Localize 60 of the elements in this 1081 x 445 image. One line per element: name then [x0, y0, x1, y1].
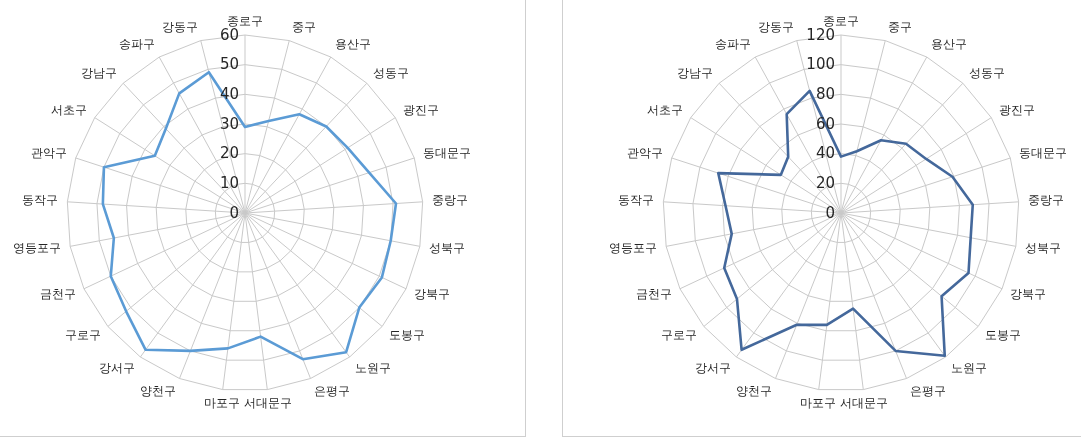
spoke-label: 동작구	[22, 193, 59, 208]
spoke-label: 강남구	[676, 65, 713, 80]
spoke-label: 강북구	[1010, 287, 1047, 302]
spoke-label: 송파구	[714, 37, 751, 52]
spoke-label: 양천구	[736, 384, 773, 399]
spoke-label: 성동구	[969, 65, 1006, 80]
y-tick-label: 40	[815, 144, 835, 163]
spoke-label: 중구	[291, 19, 316, 34]
spoke-label: 은평구	[909, 384, 946, 399]
spoke-label: 중랑구	[1027, 193, 1064, 208]
spoke-label: 은평구	[313, 384, 350, 399]
spoke-label: 광진구	[998, 102, 1035, 117]
spoke-label: 영등포구	[13, 241, 62, 256]
y-tick-label: 30	[219, 114, 239, 133]
spoke-label: 동작구	[618, 193, 655, 208]
spoke-label: 중랑구	[431, 193, 468, 208]
y-tick-label: 0	[825, 203, 835, 222]
y-tick-label: 80	[815, 84, 835, 103]
spoke-label: 도봉구	[985, 327, 1022, 342]
spoke-label: 강동구	[758, 19, 795, 34]
spoke-label: 서대문구	[244, 395, 293, 410]
spoke-label: 마포구	[799, 395, 836, 410]
spoke-label: 용산구	[931, 37, 968, 52]
spoke-label: 노원구	[354, 360, 391, 375]
spoke-label: 관악구	[31, 146, 68, 161]
spoke-label: 금천구	[635, 287, 672, 302]
spoke-label: 관악구	[627, 146, 664, 161]
spoke-label: 강북구	[414, 287, 451, 302]
spoke-label: 도봉구	[389, 327, 426, 342]
spoke-label: 구로구	[64, 327, 101, 342]
spoke-label: 서초구	[647, 102, 684, 117]
spoke-label: 구로구	[660, 327, 697, 342]
y-tick-label: 0	[229, 203, 239, 222]
spoke-label: 종로구	[227, 13, 263, 28]
spoke-label: 광진구	[402, 102, 439, 117]
spoke-label: 성동구	[373, 65, 410, 80]
y-tick-label: 20	[219, 144, 239, 163]
y-tick-label: 50	[219, 55, 239, 74]
spoke-label: 강동구	[162, 19, 199, 34]
spoke-label: 동대문구	[422, 146, 471, 161]
spoke-label: 강서구	[99, 360, 136, 375]
spoke-label: 용산구	[335, 37, 372, 52]
y-tick-label: 20	[815, 173, 835, 192]
spoke-label: 성북구	[1024, 241, 1061, 256]
spoke-label: 금천구	[39, 287, 76, 302]
spoke-label: 양천구	[140, 384, 177, 399]
spoke-label: 송파구	[118, 37, 155, 52]
spoke-label: 서초구	[51, 102, 88, 117]
y-tick-label: 10	[219, 173, 239, 192]
spoke-label: 서대문구	[840, 395, 889, 410]
spoke-label: 영등포구	[609, 241, 658, 256]
spoke-label: 성북구	[428, 241, 465, 256]
spoke-label: 종로구	[823, 13, 859, 28]
spoke-label: 동대문구	[1018, 146, 1067, 161]
spoke-label: 강남구	[80, 65, 117, 80]
y-tick-label: 100	[806, 55, 835, 74]
spoke-label: 노원구	[950, 360, 987, 375]
spoke-label: 마포구	[203, 395, 240, 410]
spoke-label: 중구	[887, 19, 912, 34]
spoke-label: 강서구	[695, 360, 732, 375]
